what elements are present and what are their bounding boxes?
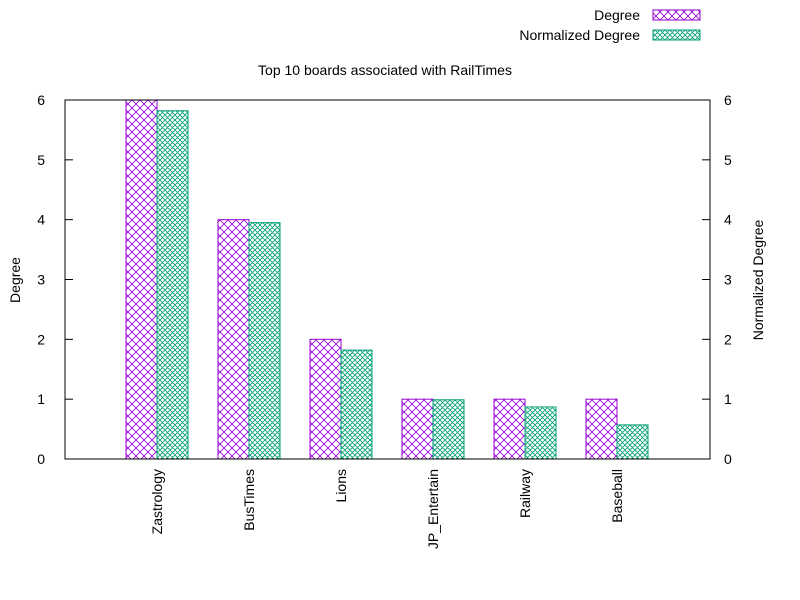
bar-normalized-degree-jp-entertain — [432, 399, 465, 460]
y-tick-label: 0 — [37, 451, 45, 467]
legend: Degree Normalized Degree — [519, 7, 701, 43]
bar-degree-lions — [309, 338, 342, 460]
legend-label-degree: Degree — [594, 7, 640, 23]
y-tick-label: 2 — [37, 331, 45, 347]
chart-title: Top 10 boards associated with RailTimes — [258, 62, 512, 78]
bar-degree-baseball — [585, 398, 618, 460]
bar-normalized-degree-zastrology — [156, 110, 189, 460]
y-tick-label: 3 — [37, 272, 45, 288]
x-tick-label: Railway — [517, 469, 533, 518]
legend-label-normalized-degree: Normalized Degree — [519, 27, 640, 43]
bars — [125, 99, 649, 460]
y-tick-label: 1 — [37, 391, 45, 407]
y-axis-label: Degree — [7, 257, 23, 303]
bar-degree-bustimes — [217, 219, 250, 460]
x-tick-label: JP_Entertain — [425, 469, 441, 549]
bar-normalized-degree-railway — [524, 406, 557, 460]
y2-tick-label: 1 — [724, 391, 732, 407]
plot-frame — [64, 99, 711, 460]
y-tick-label: 6 — [37, 92, 45, 108]
x-tick-label: Baseball — [609, 469, 625, 523]
x-tick-label: BusTimes — [241, 469, 257, 531]
y-tick-label: 4 — [37, 212, 45, 228]
x-tick-labels: Zastrology BusTimes Lions JP_Entertain Railw… — [149, 469, 625, 549]
y2-tick-label: 6 — [724, 92, 732, 108]
bar-normalized-degree-bustimes — [248, 222, 281, 460]
x-tick-label: Lions — [333, 469, 349, 502]
x-tick-label: Zastrology — [149, 469, 165, 534]
bar-degree-railway — [493, 398, 526, 460]
bar-degree-jp-entertain — [401, 398, 434, 460]
y2-tick-label: 5 — [724, 152, 732, 168]
y-tick-label: 5 — [37, 152, 45, 168]
y2-tick-label: 3 — [724, 272, 732, 288]
y2-axis-label: Normalized Degree — [750, 219, 766, 340]
legend-swatch-degree — [652, 9, 701, 21]
bar-normalized-degree-lions — [340, 349, 373, 460]
y2-tick-label: 4 — [724, 212, 732, 228]
bar-normalized-degree-baseball — [616, 424, 649, 460]
y2-tick-label: 2 — [724, 331, 732, 347]
legend-swatch-normalized-degree — [652, 29, 701, 41]
bar-degree-zastrology — [125, 99, 158, 460]
y2-tick-label: 0 — [724, 451, 732, 467]
